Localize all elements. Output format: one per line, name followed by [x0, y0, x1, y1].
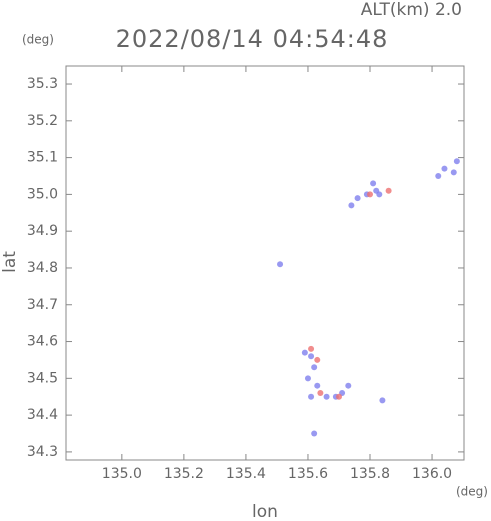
x-tick-label: 135.8 [350, 466, 390, 482]
echo-point [376, 191, 383, 198]
echo-point [441, 165, 448, 172]
x-tick-label: 135.2 [164, 466, 204, 482]
echo-point [385, 187, 392, 194]
x-unit: (deg) [456, 485, 488, 499]
echo-point [367, 191, 374, 198]
echo-point [335, 393, 342, 400]
echo-point [379, 397, 386, 404]
y-tick-label: 35.3 [27, 76, 58, 92]
y-tick-label: 34.8 [27, 260, 58, 276]
echo-point [435, 172, 442, 179]
echo-point [450, 169, 457, 176]
echo-point [314, 356, 321, 363]
echo-point [453, 158, 460, 165]
echo-point [323, 393, 330, 400]
echo-point [308, 353, 315, 360]
y-tick-label: 34.7 [27, 297, 58, 313]
y-tick-label: 34.6 [27, 334, 58, 350]
y-unit: (deg) [22, 33, 54, 47]
y-tick-label: 35.1 [27, 150, 58, 166]
y-tick-label: 34.5 [27, 370, 58, 386]
y-tick-label: 34.3 [27, 444, 58, 460]
echo-point [311, 430, 318, 437]
y-tick-label: 35.0 [27, 186, 58, 202]
plot-frame [65, 65, 465, 461]
echo-point [314, 382, 321, 389]
echo-point [308, 345, 315, 352]
echo-point [345, 382, 352, 389]
x-tick-label: 135.4 [226, 466, 266, 482]
echo-point [301, 349, 308, 356]
echo-point [354, 195, 361, 202]
x-tick-label: 135.6 [288, 466, 328, 482]
y-tick-label: 34.9 [27, 223, 58, 239]
x-tick-label: 136.0 [412, 466, 452, 482]
echo-point [304, 375, 311, 382]
y-tick-label: 35.2 [27, 113, 58, 129]
x-tick-label: 135.0 [102, 466, 142, 482]
chart-title: 2022/08/14 04:54:48 [116, 25, 389, 53]
echo-point [308, 393, 315, 400]
y-axis-label: lat [0, 251, 20, 273]
x-axis-label: lon [252, 502, 278, 521]
echo-point [370, 180, 377, 187]
echo-point [317, 390, 324, 397]
echo-point [311, 364, 318, 371]
echo-point [348, 202, 355, 209]
chart-subtitle: ALT(km) 2.0 [361, 0, 462, 20]
echo-point [277, 261, 284, 268]
y-tick-label: 34.4 [27, 407, 58, 423]
